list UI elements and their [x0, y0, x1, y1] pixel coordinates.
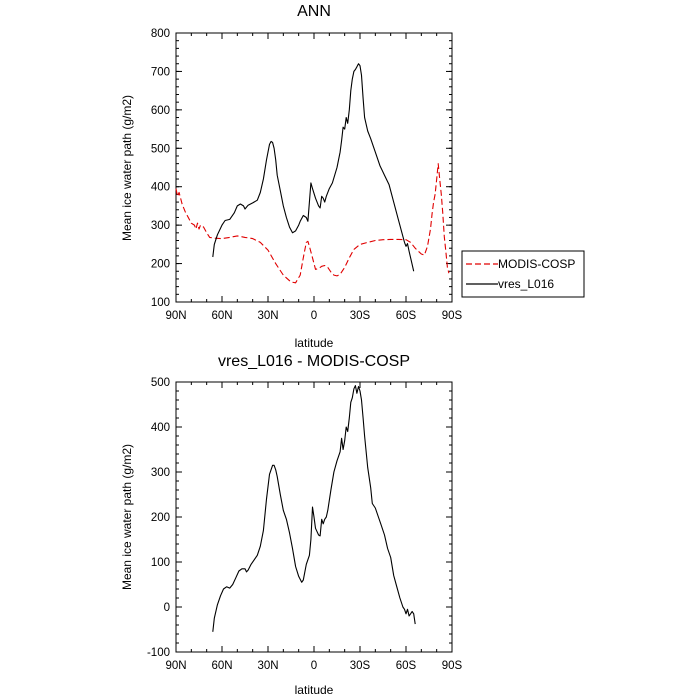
top-chart-xlabel: latitude	[295, 336, 334, 350]
bottom-x-tick-label: 30S	[350, 660, 371, 672]
bottom-x-tick-label: 0	[311, 660, 317, 672]
top-x-tick-label: 60N	[211, 310, 232, 322]
top-x-tick-label: 90N	[165, 310, 186, 322]
top-y-tick-label: 300	[151, 220, 170, 232]
bottom-x-tick-label: 30N	[257, 660, 278, 672]
bottom-y-tick-label: 100	[151, 557, 170, 569]
top-y-tick-label: 200	[151, 259, 170, 271]
top-chart-legend: MODIS-COSP vres_L016	[461, 250, 585, 298]
top-chart: ANN 90N 60N 30N 0 30S 60S 90S 100 200 300 400 500 60…	[120, 3, 585, 350]
top-x-tick-label: 0	[311, 310, 317, 322]
bottom-x-tick-label: 90S	[442, 660, 463, 672]
bottom-y-tick-label: 500	[151, 377, 170, 389]
top-plot-area: 90N 60N 30N 0 30S 60S 90S 100 200 300 400 500 600 700…	[151, 28, 463, 322]
legend-box	[461, 250, 585, 298]
top-y-tick-label: 800	[151, 28, 170, 40]
top-series-vres-l016	[212, 63, 415, 272]
top-y-tick-label: 500	[151, 143, 170, 155]
bottom-chart-ylabel: Mean ice water path (g/m2)	[120, 444, 134, 590]
bottom-chart-xlabel: latitude	[295, 683, 334, 697]
bottom-x-tick-label: 60N	[211, 660, 232, 672]
bottom-x-tick-label: 60S	[396, 660, 417, 672]
legend-label: MODIS-COSP	[498, 257, 575, 271]
top-x-tick-label: 60S	[396, 310, 417, 322]
top-chart-title: ANN	[297, 3, 331, 20]
bottom-y-tick-label: 400	[151, 422, 170, 434]
top-x-tick-label: 30S	[350, 310, 371, 322]
bottom-y-tick-label: 0	[164, 602, 170, 614]
top-chart-ylabel: Mean ice water path (g/m2)	[120, 95, 134, 241]
top-series-modis-cosp	[175, 163, 450, 284]
top-y-tick-label: 100	[151, 297, 170, 309]
bottom-chart-title: vres_L016 - MODIS-COSP	[218, 353, 410, 370]
top-y-tick-label: 400	[151, 182, 170, 194]
legend-label: vres_L016	[498, 277, 554, 291]
bottom-y-tick-label: 200	[151, 512, 170, 524]
bottom-y-tick-label: 300	[151, 467, 170, 479]
bottom-plot-area: 90N 60N 30N 0 30S 60S 90S -100 0 100 200 300 400 500	[147, 377, 463, 672]
bottom-y-tick-label: -100	[147, 647, 170, 659]
bottom-chart: vres_L016 - MODIS-COSP 90N 60N 30N 0 30S 60S 9…	[120, 353, 463, 697]
top-y-tick-label: 600	[151, 105, 170, 117]
top-x-tick-label: 30N	[257, 310, 278, 322]
top-y-tick-label: 700	[151, 66, 170, 78]
bottom-series-vres-l016-modis-cosp	[212, 385, 416, 632]
top-x-tick-label: 90S	[442, 310, 463, 322]
bottom-x-tick-label: 90N	[165, 660, 186, 672]
